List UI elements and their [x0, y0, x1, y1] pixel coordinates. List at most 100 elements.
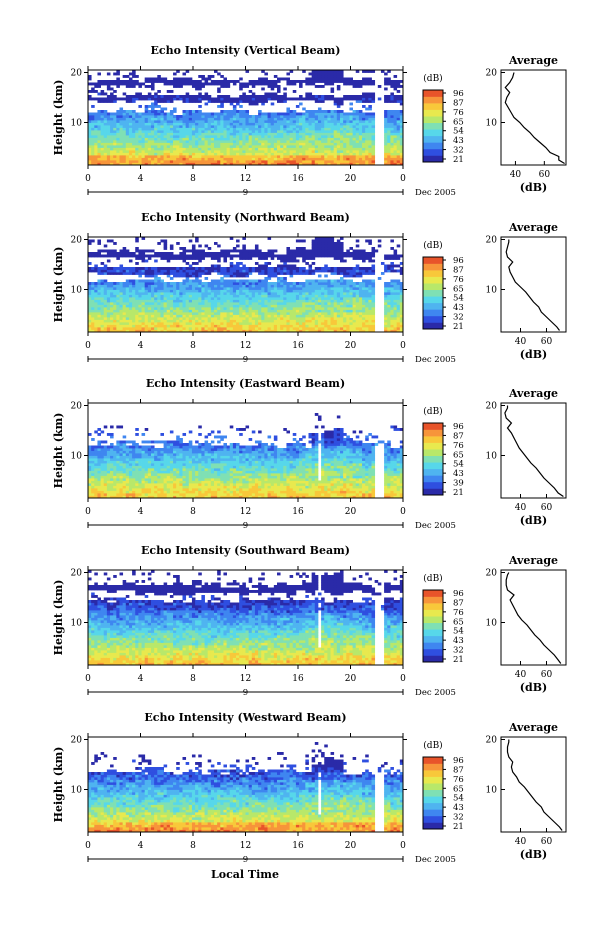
heatmap-cell [141, 155, 146, 158]
heatmap-cell [286, 299, 290, 303]
heatmap-cell [128, 112, 133, 116]
heatmap-cell [132, 132, 136, 136]
heatmap-cell [100, 100, 105, 103]
heatmap-cell [314, 254, 319, 258]
heatmap-cell [336, 120, 341, 123]
heatmap-cell [122, 135, 127, 138]
heatmap-cell [94, 299, 98, 303]
heatmap-cell [336, 140, 341, 143]
heatmap-cell [292, 147, 297, 151]
heatmap-cell [267, 127, 272, 131]
heatmap-cell [245, 117, 250, 121]
heatmap-cell [204, 92, 209, 96]
heatmap-cell [358, 132, 363, 136]
heatmap-cell [144, 267, 149, 270]
heatmap-cell [254, 135, 259, 138]
heatmap-cell [210, 314, 215, 318]
heatmap-cell [207, 327, 212, 330]
heatmap-cell [110, 319, 114, 323]
heatmap-cell [201, 95, 205, 98]
heatmap-cell [340, 80, 344, 83]
heatmap-cell [236, 160, 240, 163]
heatmap-cell [210, 322, 215, 325]
heatmap-cell [362, 92, 366, 96]
colorbar-tick-label: 32 [453, 146, 464, 156]
heatmap-cell [151, 155, 155, 158]
heatmap-cell [119, 272, 124, 275]
heatmap-cell [324, 297, 328, 300]
heatmap-cell [251, 95, 256, 98]
heatmap-cell [236, 262, 240, 265]
heatmap-cell [166, 125, 171, 128]
heatmap-cell [286, 155, 290, 158]
heatmap-cell [163, 137, 168, 141]
heatmap-cell [343, 147, 347, 151]
heatmap-cell [119, 252, 124, 255]
heatmap-cell [220, 282, 224, 285]
heatmap-cell [116, 117, 120, 121]
heatmap-cell [384, 120, 388, 123]
heatmap-cell [214, 302, 218, 305]
heatmap-cell [314, 130, 319, 133]
heatmap-cell [116, 302, 120, 305]
heatmap-cell [113, 145, 117, 148]
heatmap-cell [258, 327, 262, 330]
heatmap-cell [169, 100, 174, 103]
heatmap-cell [289, 110, 294, 113]
heatmap-cell [151, 117, 155, 121]
heatmap-cell [264, 122, 268, 126]
heatmap-cell [264, 294, 268, 298]
heatmap-cell [302, 294, 306, 298]
heatmap-cell [308, 147, 313, 151]
heatmap-cell [157, 282, 161, 285]
heatmap-cell [251, 80, 256, 83]
heatmap-cell [321, 297, 325, 300]
heatmap-cell [245, 257, 250, 260]
heatmap-cell [106, 82, 111, 86]
heatmap-cell [182, 322, 187, 325]
heatmap-cell [135, 140, 139, 143]
heatmap-cell [232, 297, 237, 300]
heatmap-cell [163, 115, 168, 118]
heatmap-cell [173, 292, 177, 295]
heatmap-cell [305, 145, 309, 148]
heatmap-cell [251, 145, 256, 148]
heatmap-cell [135, 299, 139, 303]
heatmap-cell [201, 147, 205, 151]
heatmap-cell [226, 302, 231, 305]
heatmap-cell [277, 137, 281, 141]
heatmap-cell [251, 254, 256, 258]
heatmap-cell [220, 147, 224, 151]
heatmap-cell [349, 160, 353, 163]
heatmap-cell [97, 125, 101, 128]
heatmap-cell [295, 312, 300, 315]
heatmap-cell [223, 80, 227, 83]
heatmap-cell [128, 72, 133, 76]
heatmap-cell [245, 152, 250, 156]
heatmap-cell [340, 135, 344, 138]
heatmap-cell [251, 155, 256, 158]
heatmap-cell [182, 137, 187, 141]
heatmap-cell [151, 135, 155, 138]
heatmap-cell [324, 140, 328, 143]
heatmap-cell [207, 267, 212, 270]
heatmap-cell [267, 117, 272, 121]
heatmap-cell [393, 127, 398, 131]
heatmap-cell [396, 97, 401, 101]
heatmap-cell [352, 162, 357, 166]
heatmap-cell [204, 254, 209, 258]
heatmap-cell [151, 102, 155, 106]
heatmap-cell [314, 292, 319, 295]
heatmap-cell [308, 302, 313, 305]
heatmap-cell [191, 112, 196, 116]
heatmap-cell [214, 269, 218, 273]
heatmap-cell [251, 249, 256, 253]
heatmap-cell [198, 97, 202, 101]
heatmap-cell [308, 82, 313, 86]
heatmap-cell [399, 117, 404, 121]
heatmap-cell [321, 77, 325, 81]
heatmap-cell [88, 127, 92, 131]
heatmap-cell [151, 97, 155, 101]
heatmap-cell [176, 289, 180, 293]
heatmap-cell [154, 145, 158, 148]
